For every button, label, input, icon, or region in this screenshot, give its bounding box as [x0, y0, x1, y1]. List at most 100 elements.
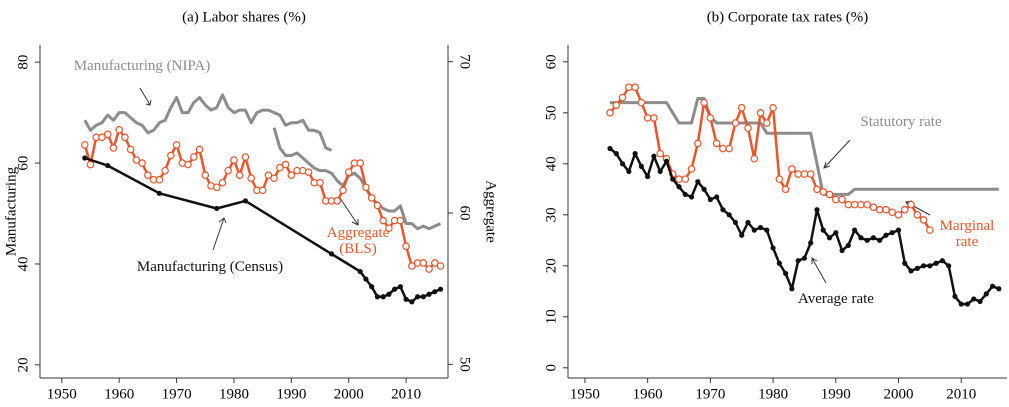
annotation-arrows [139, 87, 931, 284]
data-point [645, 173, 651, 180]
data-point [869, 203, 878, 211]
data-point [618, 93, 627, 102]
data-point [363, 276, 369, 282]
series-line [83, 93, 442, 231]
data-point [663, 158, 670, 164]
data-point [241, 153, 250, 161]
data-point [695, 179, 701, 185]
data-point [86, 160, 95, 169]
data-point [437, 286, 444, 292]
data-point [409, 299, 415, 305]
data-point [656, 149, 664, 158]
data-point [756, 109, 765, 117]
data-point [882, 205, 890, 214]
data-point [432, 289, 438, 295]
data-point [356, 159, 365, 167]
data-point [946, 263, 952, 269]
data-point [781, 185, 790, 194]
data-point [707, 196, 713, 203]
data-point [789, 286, 795, 292]
data-point [889, 230, 895, 236]
chart-title: (a) Labor shares (%) [182, 9, 306, 25]
data-point [333, 197, 342, 205]
data-point [919, 216, 928, 224]
data-point [408, 262, 416, 270]
x-tick-label: 2000 [334, 386, 364, 402]
data-point [857, 200, 865, 209]
data-point [316, 178, 324, 187]
x-tick-label: 1950 [570, 386, 600, 402]
series-label: Manufacturing (NIPA) [73, 58, 211, 74]
series-label: Average rate [798, 291, 874, 307]
y2-tick-label: 50 [457, 357, 473, 372]
data-point [612, 101, 621, 109]
data-point [121, 133, 129, 142]
series-line [610, 97, 999, 196]
y2-tick-label: 70 [457, 54, 473, 69]
data-point [339, 186, 347, 195]
data-point [913, 211, 922, 219]
data-point [806, 170, 815, 178]
data-point [402, 242, 410, 251]
data-point [701, 186, 707, 192]
data-point [224, 166, 233, 175]
data-point [235, 171, 244, 179]
data-point [801, 255, 808, 261]
data-point [270, 174, 278, 183]
data-point [952, 293, 958, 300]
data-point [902, 260, 908, 266]
data-point [632, 151, 638, 157]
data-point [770, 245, 776, 251]
data-point [258, 186, 267, 195]
data-point [700, 98, 708, 107]
data-point [737, 103, 746, 112]
y2-axis-label: Aggregate [483, 180, 499, 243]
data-point [126, 145, 135, 154]
data-point [276, 163, 284, 172]
data-point [328, 251, 335, 257]
data-point [788, 165, 796, 173]
data-point [764, 227, 770, 233]
data-point [989, 283, 996, 289]
data-point [242, 198, 249, 204]
data-point [751, 227, 757, 233]
data-point [895, 227, 902, 233]
data-point [813, 185, 821, 194]
data-point [82, 155, 88, 161]
data-point [852, 227, 858, 233]
data-point [426, 291, 432, 297]
data-point [894, 211, 903, 219]
data-point [373, 201, 382, 210]
data-point [732, 219, 739, 226]
data-point [625, 83, 633, 92]
data-point [607, 145, 613, 152]
data-point [694, 139, 702, 148]
data-point [744, 124, 752, 132]
data-point [844, 200, 853, 209]
series-label: Statutory rate [860, 114, 942, 130]
data-point [775, 175, 784, 183]
data-point [800, 170, 809, 178]
x-tick-label: 2000 [884, 386, 914, 402]
data-point [103, 130, 112, 139]
series-label: Aggregate (BLS) [326, 225, 390, 257]
data-point [757, 224, 764, 231]
data-point [983, 291, 989, 297]
data-point [908, 268, 914, 274]
x-tick-label: 1980 [758, 386, 788, 402]
y-tick-label: 10 [543, 309, 559, 324]
y-tick-label: 50 [543, 105, 559, 120]
data-point [725, 144, 733, 153]
data-point [156, 190, 162, 196]
data-point [814, 207, 820, 213]
data-point [247, 174, 255, 183]
data-point [397, 284, 403, 290]
data-point [650, 114, 658, 122]
data-point [436, 262, 445, 270]
y-tick-label: 0 [543, 364, 559, 372]
x-tick-label: 2010 [391, 386, 421, 402]
data-point [971, 296, 977, 302]
data-point [161, 166, 169, 175]
